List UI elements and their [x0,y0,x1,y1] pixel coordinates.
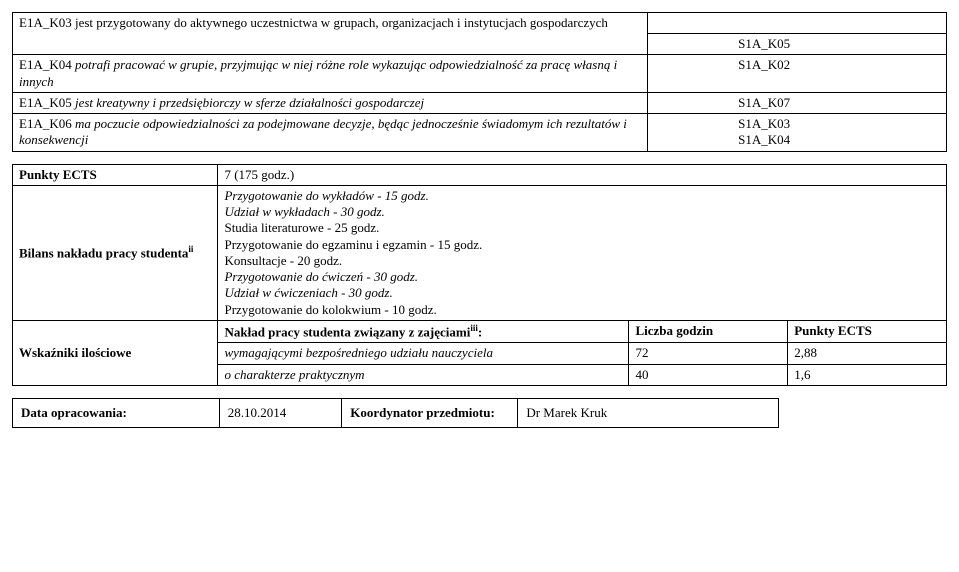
wskazniki-label: Wskaźniki ilościowe [13,320,218,385]
wsk-header-center: Nakład pracy studenta związany z zajęcia… [218,320,629,343]
outcome-code-text: S1A_K02 [738,57,790,72]
bilans-line: Przygotowanie do kolokwium - 10 godz. [224,302,940,318]
outcome-code-text: S1A_K05 [738,36,790,51]
outcome-cell: E1A_K05 jest kreatywny i przedsiębiorczy… [13,92,648,113]
outcomes-table: E1A_K03 jest przygotowany do aktywnego u… [12,12,947,152]
outcome-code: S1A_K03 S1A_K04 [648,114,947,152]
outcome-code-empty [648,13,947,34]
col-ects-label: Punkty ECTS [788,320,947,343]
date-value: 28.10.2014 [219,398,342,427]
wsk-line3: o charakterze praktycznym [218,364,629,385]
bilans-label-sup: ii [188,244,193,254]
ects-value: 7 (175 godz.) [218,164,947,185]
col-hours-label: Liczba godzin [629,320,788,343]
outcome-cell: E1A_K06 ma poczucie odpowiedzialności za… [13,114,648,152]
bilans-line: Studia literaturowe - 25 godz. [224,220,940,236]
val-ects-1: 2,88 [788,343,947,364]
coord-label: Koordynator przedmiotu: [342,398,518,427]
bilans-line: Konsultacje - 20 godz. [224,253,940,269]
val-hours-2: 40 [629,364,788,385]
wsk-header-bold: Nakład pracy studenta związany z zajęcia… [224,324,470,339]
outcome-text-italic: potrafi pracować w grupie, przyjmując w … [19,57,617,88]
outcome-text-italic: ma poczucie odpowiedzialności za podejmo… [19,116,627,147]
bilans-line: Przygotowanie do wykładów - 15 godz. [224,188,940,204]
outcome-text-plain: E1A_K06 [19,116,75,131]
bilans-line: Przygotowanie do ćwiczeń - 30 godz. [224,269,940,285]
outcome-cell: E1A_K03 jest przygotowany do aktywnego u… [13,13,648,55]
footer-table: Data opracowania: 28.10.2014 Koordynator… [12,398,779,428]
outcome-code-text: S1A_K03 S1A_K04 [738,116,790,147]
wsk-header-colon: : [478,324,482,339]
date-label: Data opracowania: [13,398,220,427]
bilans-line: Udział w ćwiczeniach - 30 godz. [224,285,940,301]
val-ects-2: 1,6 [788,364,947,385]
wsk-header-sup: iii [470,323,478,333]
bilans-label-cell: Bilans nakładu pracy studentaii [13,185,218,320]
wsk-line2: wymagającymi bezpośredniego udziału nauc… [218,343,629,364]
bilans-line: Przygotowanie do egzaminu i egzamin - 15… [224,237,940,253]
outcome-text-plain: E1A_K04 [19,57,75,72]
outcome-code: S1A_K02 [648,55,947,93]
val-hours-1: 72 [629,343,788,364]
outcome-text-plain: E1A_K05 [19,95,75,110]
ects-table: Punkty ECTS 7 (175 godz.) Bilans nakładu… [12,164,947,386]
outcome-code: S1A_K05 [648,34,947,55]
ects-label: Punkty ECTS [13,164,218,185]
bilans-label: Bilans nakładu pracy studenta [19,245,188,260]
bilans-lines-cell: Przygotowanie do wykładów - 15 godz.Udzi… [218,185,947,320]
outcome-code-text: S1A_K07 [738,95,790,110]
outcome-cell: E1A_K04 potrafi pracować w grupie, przyj… [13,55,648,93]
bilans-line: Udział w wykładach - 30 godz. [224,204,940,220]
outcome-code: S1A_K07 [648,92,947,113]
outcome-text-italic: jest kreatywny i przedsiębiorczy w sferz… [75,95,424,110]
outcome-text-plain: E1A_K03 jest przygotowany do aktywnego u… [19,15,608,30]
coord-value: Dr Marek Kruk [518,398,778,427]
